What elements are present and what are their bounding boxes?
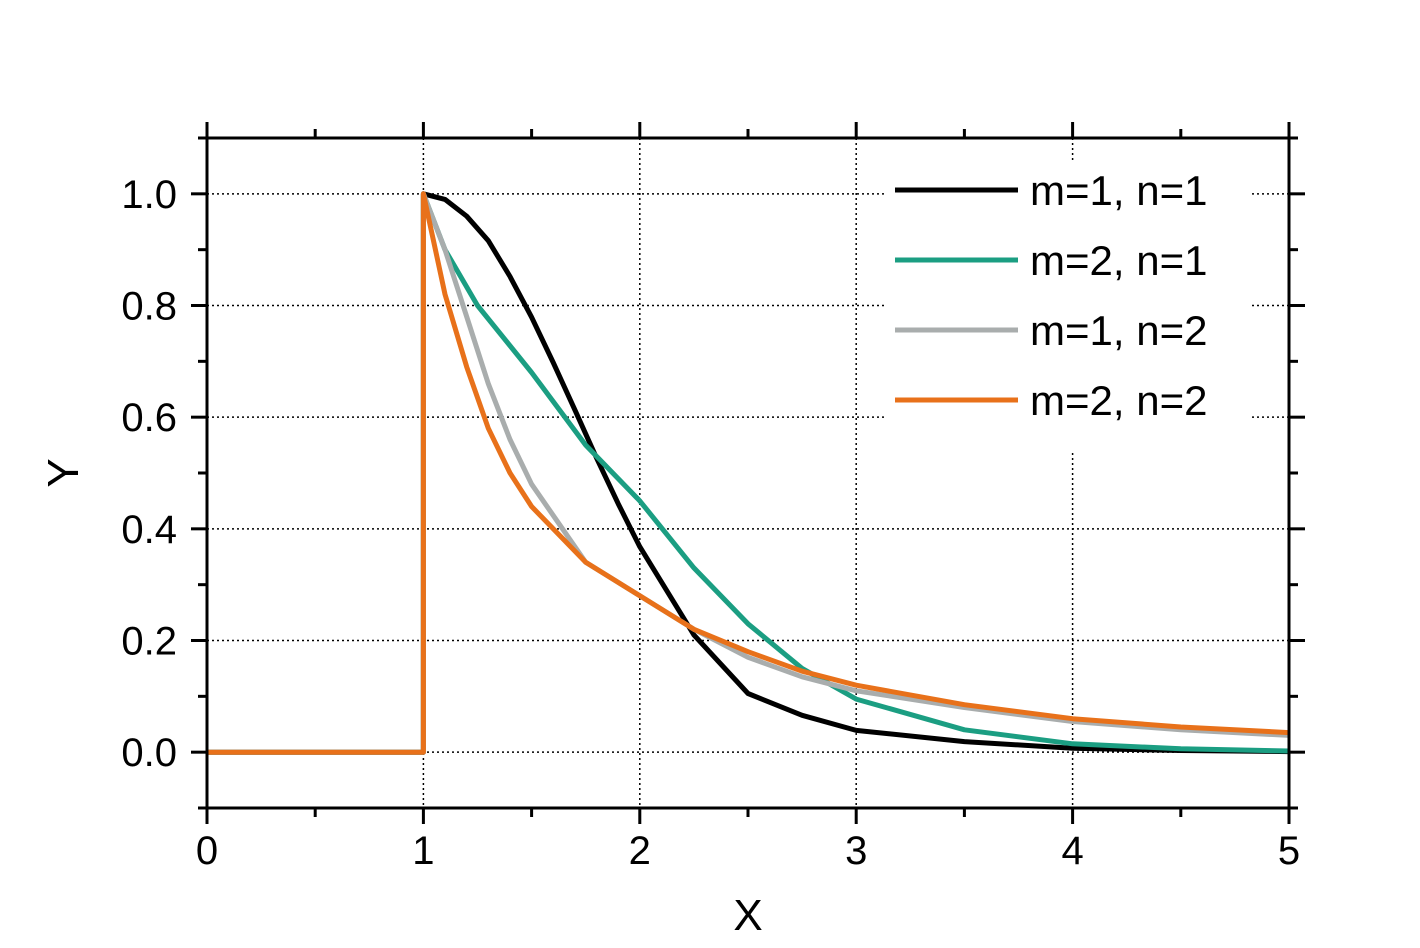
x-tick-label: 1 [412, 829, 434, 873]
legend-label-3: m=1, n=2 [1030, 307, 1207, 354]
legend-label-1: m=1, n=1 [1030, 167, 1207, 214]
y-axis-title: Y [39, 458, 88, 487]
x-tick-label: 5 [1278, 829, 1300, 873]
series-lines [207, 191, 1290, 755]
y-tick-label: 0.2 [121, 620, 177, 664]
x-axis-title: X [733, 891, 762, 940]
y-tick-label: 0.4 [121, 508, 177, 552]
x-tick-label: 3 [845, 829, 867, 873]
y-tick-label: 0.0 [121, 731, 177, 775]
x-tick-label: 2 [629, 829, 651, 873]
y-tick-label: 0.6 [121, 396, 177, 440]
axis-ticks [191, 122, 1305, 824]
legend-label-4: m=2, n=2 [1030, 377, 1207, 424]
y-tick-label: 0.8 [121, 285, 177, 329]
tick-labels: 0 1 2 3 4 5 0.0 0.2 0.4 0.6 0.8 1.0 [121, 173, 1300, 873]
x-tick-label: 0 [196, 829, 218, 873]
legend: m=1, n=1 m=2, n=1 m=1, n=2 m=2, n=2 [884, 160, 1250, 450]
series-line-4 [207, 191, 1290, 755]
legend-label-2: m=2, n=1 [1030, 237, 1207, 284]
y-tick-label: 1.0 [121, 173, 177, 217]
x-tick-label: 4 [1061, 829, 1083, 873]
